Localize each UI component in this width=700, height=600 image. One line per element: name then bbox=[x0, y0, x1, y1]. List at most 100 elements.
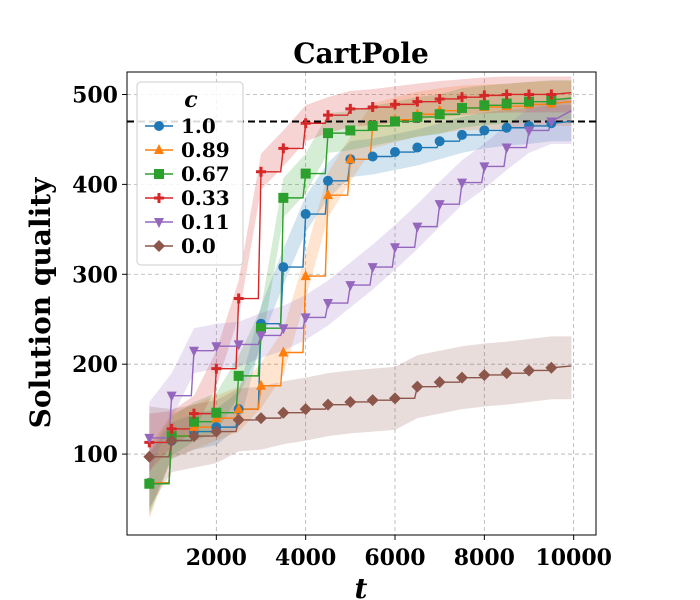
x-tick-label: 6000 bbox=[364, 545, 425, 571]
point-series-0.89 bbox=[256, 379, 266, 390]
point-series-1.0 bbox=[412, 142, 423, 153]
point-series-0.33 bbox=[300, 118, 311, 129]
legend-label: 0.0 bbox=[181, 234, 216, 258]
point-series-0.67 bbox=[457, 102, 467, 113]
legend: c1.00.890.670.330.110.0 bbox=[136, 81, 244, 266]
point-series-0.0 bbox=[165, 434, 178, 447]
legend-marker-0.11 bbox=[154, 218, 164, 228]
point-series-0.67 bbox=[144, 478, 155, 489]
point-series-0.11 bbox=[412, 222, 423, 233]
point-series-1.0 bbox=[390, 147, 400, 158]
point-series-0.33 bbox=[345, 103, 356, 114]
point-series-0.0 bbox=[299, 403, 312, 416]
point-series-0.0 bbox=[277, 406, 290, 419]
point-series-0.33 bbox=[546, 89, 557, 100]
point-series-1.0 bbox=[457, 129, 467, 140]
point-series-0.11 bbox=[300, 313, 311, 324]
point-series-0.33 bbox=[479, 90, 490, 101]
point-series-1.0 bbox=[300, 209, 311, 220]
point-series-0.67 bbox=[390, 116, 400, 127]
point-series-0.33 bbox=[524, 89, 534, 100]
point-series-0.0 bbox=[478, 368, 491, 381]
point-series-0.67 bbox=[479, 100, 490, 111]
point-series-0.11 bbox=[323, 299, 333, 310]
point-series-0.33 bbox=[278, 143, 289, 154]
legend-label: 0.11 bbox=[181, 210, 230, 234]
point-series-0.11 bbox=[367, 263, 378, 274]
point-series-0.89 bbox=[323, 189, 333, 200]
y-tick-label: 200 bbox=[72, 352, 118, 378]
line-series-0.89 bbox=[149, 100, 572, 484]
point-series-0.67 bbox=[524, 96, 534, 107]
point-series-0.67 bbox=[434, 109, 445, 120]
x-tick-label: 10000 bbox=[535, 545, 612, 571]
point-series-0.0 bbox=[523, 364, 535, 377]
y-tick-label: 400 bbox=[72, 172, 118, 198]
legend-label: 0.67 bbox=[181, 162, 230, 186]
point-series-0.67 bbox=[501, 98, 512, 109]
point-series-0.33 bbox=[367, 102, 378, 113]
point-series-0.67 bbox=[345, 125, 356, 136]
y-tick-label: 100 bbox=[72, 442, 118, 468]
point-series-0.0 bbox=[433, 376, 446, 389]
point-series-1.0 bbox=[434, 136, 445, 147]
series-markers bbox=[143, 89, 558, 489]
point-series-0.11 bbox=[211, 342, 222, 353]
point-series-0.11 bbox=[501, 143, 512, 154]
point-series-0.33 bbox=[256, 166, 266, 177]
point-series-0.33 bbox=[233, 293, 244, 304]
point-series-0.0 bbox=[366, 394, 379, 407]
point-series-0.11 bbox=[256, 331, 266, 342]
legend-label: 0.89 bbox=[181, 138, 230, 162]
x-tick-label: 8000 bbox=[454, 545, 515, 571]
legend-title: c bbox=[184, 87, 198, 113]
point-series-0.11 bbox=[479, 162, 490, 173]
point-series-0.67 bbox=[546, 94, 557, 105]
x-tick-label: 2000 bbox=[186, 545, 247, 571]
point-series-0.0 bbox=[545, 361, 558, 374]
point-series-0.67 bbox=[233, 370, 244, 381]
axis-ticks: 2000 4000 6000 8000 10000 100 200 300 400 500 bbox=[72, 82, 612, 571]
legend-marker-0.0 bbox=[153, 240, 165, 252]
point-series-0.11 bbox=[546, 117, 557, 128]
point-series-0.11 bbox=[278, 324, 289, 335]
point-series-0.67 bbox=[300, 168, 311, 179]
point-series-0.67 bbox=[189, 416, 199, 427]
legend-marker-1.0 bbox=[154, 121, 164, 131]
point-series-0.0 bbox=[456, 371, 468, 384]
y-tick-label: 500 bbox=[72, 82, 118, 108]
point-series-1.0 bbox=[278, 262, 289, 273]
point-series-0.67 bbox=[211, 407, 222, 418]
point-series-0.67 bbox=[278, 192, 289, 203]
point-series-0.0 bbox=[232, 413, 245, 426]
x-tick-label: 4000 bbox=[275, 545, 336, 571]
point-series-0.33 bbox=[412, 96, 423, 107]
point-series-0.11 bbox=[233, 340, 244, 351]
point-series-1.0 bbox=[323, 175, 333, 186]
legend-label: 1.0 bbox=[181, 114, 216, 138]
y-axis-label: Solution quality bbox=[24, 177, 57, 429]
point-series-0.11 bbox=[524, 126, 534, 137]
point-series-0.89 bbox=[345, 153, 356, 164]
point-series-0.0 bbox=[255, 412, 267, 425]
point-series-0.33 bbox=[166, 423, 177, 434]
line-series-0.11 bbox=[149, 110, 572, 439]
y-tick-label: 300 bbox=[72, 262, 118, 288]
legend-marker-0.33 bbox=[154, 193, 164, 203]
point-series-0.0 bbox=[500, 367, 513, 380]
point-series-1.0 bbox=[367, 151, 378, 162]
point-series-0.89 bbox=[300, 270, 311, 281]
point-series-0.11 bbox=[189, 346, 199, 357]
plot-frame bbox=[126, 71, 597, 536]
point-series-0.89 bbox=[233, 403, 244, 414]
point-series-0.33 bbox=[434, 93, 445, 104]
point-series-0.11 bbox=[144, 433, 155, 444]
point-series-0.0 bbox=[210, 425, 223, 438]
point-series-0.11 bbox=[457, 178, 467, 189]
point-series-0.33 bbox=[211, 363, 222, 374]
point-series-0.67 bbox=[412, 111, 423, 122]
legend-marker-0.67 bbox=[154, 169, 164, 179]
point-series-0.89 bbox=[278, 346, 289, 357]
point-series-1.0 bbox=[479, 125, 490, 136]
